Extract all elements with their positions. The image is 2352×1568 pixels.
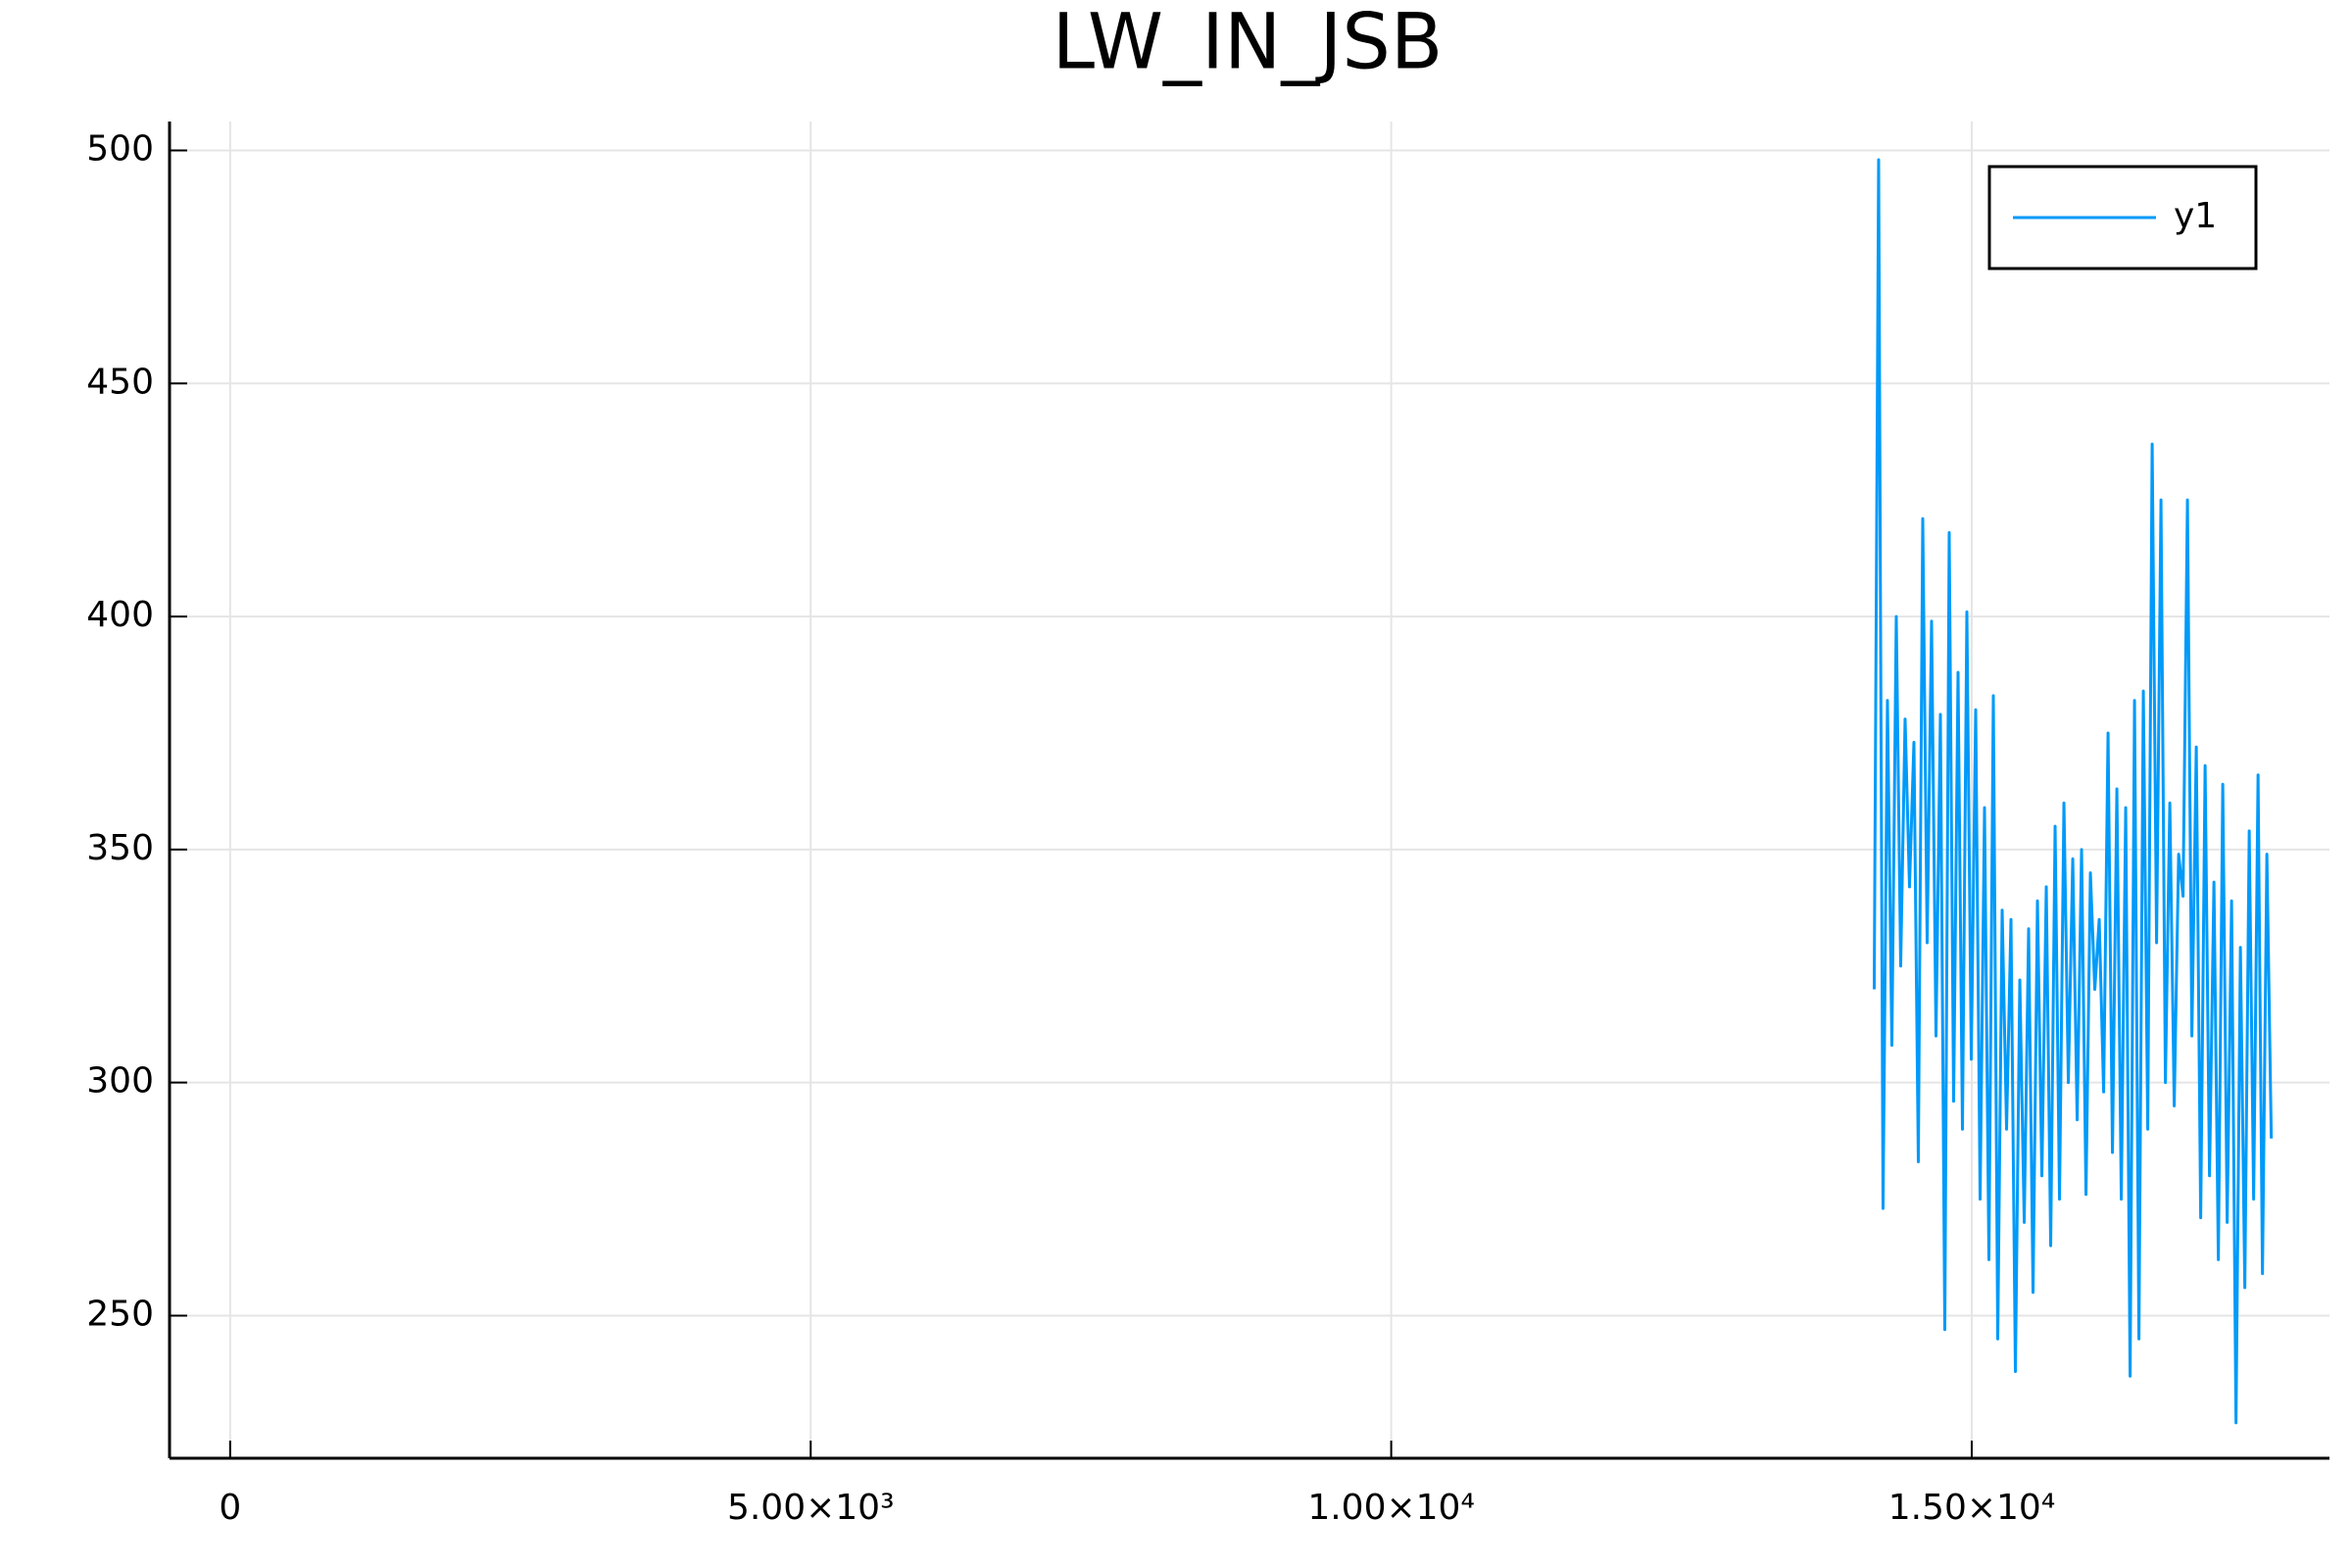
data-line [1872, 158, 2274, 1425]
legend-label: y1 [2174, 196, 2217, 236]
x-tick-label: 1.50×10⁴ [1888, 1488, 2056, 1528]
y-tick-label: 350 [86, 828, 154, 868]
y-tick-label: 500 [86, 128, 154, 169]
y-tick-label: 250 [86, 1294, 154, 1334]
y-tick-label: 400 [86, 595, 154, 635]
y-tick-label: 450 [86, 362, 154, 402]
chart-title: LW_IN_JSB [1053, 0, 1444, 86]
x-tick-label: 0 [219, 1488, 241, 1528]
x-tick-label: 1.00×10⁴ [1307, 1488, 1475, 1528]
x-tick-label: 5.00×10³ [727, 1488, 895, 1528]
y-tick-label: 300 [86, 1061, 154, 1102]
legend: y1 [1987, 165, 2258, 270]
